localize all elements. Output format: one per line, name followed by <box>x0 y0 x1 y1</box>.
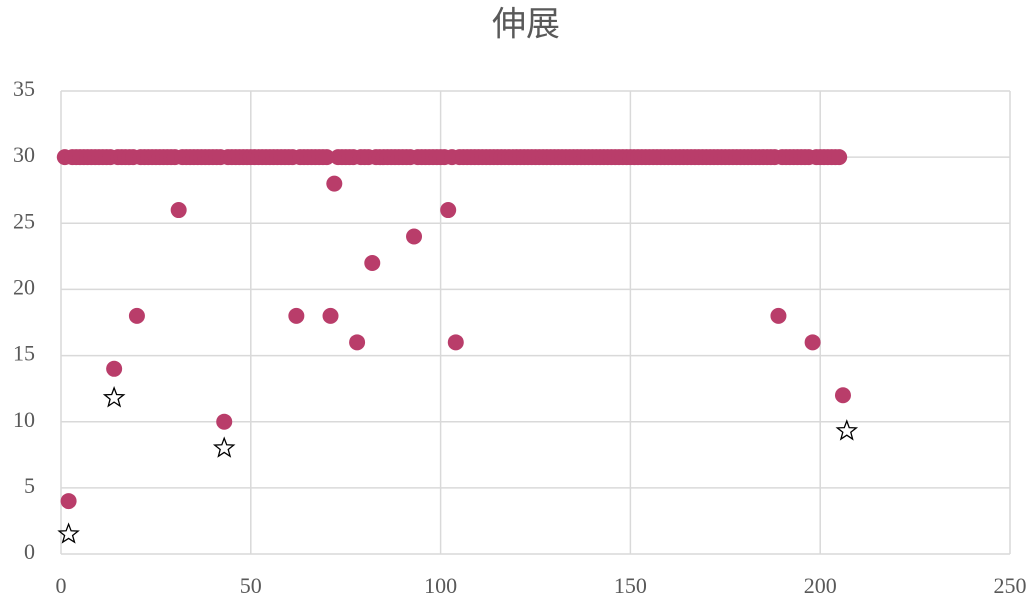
y-tick-label: 25 <box>13 208 35 233</box>
point <box>804 334 821 351</box>
star-point <box>57 522 80 544</box>
x-tick-label: 50 <box>240 573 262 598</box>
series <box>57 386 859 544</box>
y-tick-label: 10 <box>13 407 35 432</box>
point <box>128 307 145 324</box>
y-tick-label: 0 <box>24 539 35 564</box>
y-tick-label: 20 <box>13 274 35 299</box>
point <box>364 254 381 271</box>
point <box>60 493 77 510</box>
point <box>831 149 848 166</box>
point <box>288 307 305 324</box>
point <box>170 202 187 219</box>
star-point <box>835 419 859 441</box>
x-tick-label: 150 <box>614 573 647 598</box>
x-tick-label: 250 <box>994 573 1027 598</box>
point <box>406 228 423 245</box>
y-tick-label: 15 <box>13 341 35 366</box>
chart-title: 伸展 <box>492 5 560 45</box>
point <box>322 307 339 324</box>
x-tick-label: 0 <box>56 573 67 598</box>
point <box>447 334 464 351</box>
point <box>216 413 233 430</box>
star-point <box>102 386 126 408</box>
y-tick-label: 35 <box>13 76 35 101</box>
point <box>770 307 787 324</box>
point <box>349 334 366 351</box>
x-tick-label: 100 <box>424 573 457 598</box>
point <box>106 360 123 377</box>
y-tick-label: 30 <box>13 142 35 167</box>
point <box>834 387 851 404</box>
x-tick-label: 200 <box>804 573 837 598</box>
y-tick-label: 5 <box>24 473 35 498</box>
series <box>56 149 851 510</box>
point <box>326 175 343 192</box>
point <box>318 149 335 166</box>
star-point <box>212 436 236 458</box>
point <box>440 202 457 219</box>
